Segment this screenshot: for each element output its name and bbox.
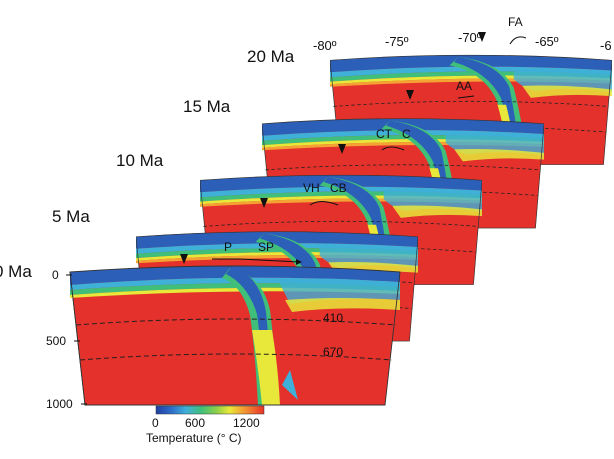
longitude-label: -70º — [458, 30, 482, 45]
discontinuity-label-670: 670 — [323, 345, 343, 359]
stage-label-10ma: 10 Ma — [116, 151, 164, 170]
trench-arrow-15ma — [406, 90, 414, 100]
longitude-label: -65º — [535, 34, 559, 49]
stage-label-5ma: 5 Ma — [52, 207, 90, 226]
trench-arrow-0ma — [180, 254, 188, 264]
boundary-label-aa: AA — [456, 79, 472, 93]
boundary-label-p: P — [224, 240, 232, 254]
boundary-label-cb: CB — [330, 181, 347, 195]
trench-arrow-20ma — [478, 32, 486, 42]
depth-tick-label: 1000 — [46, 397, 73, 411]
colorbar-title: Temperature (° C) — [146, 431, 242, 445]
boundary-label-ct: CT — [376, 127, 393, 141]
longitude-label: -75º — [385, 34, 409, 49]
trench-arrow-10ma — [338, 144, 346, 154]
colorbar-tick-label: 1200 — [233, 416, 260, 430]
trench-arrows — [180, 32, 486, 264]
discontinuity-label-410: 410 — [323, 311, 343, 325]
boundary-label-fa: FA — [508, 15, 523, 29]
stage-label-0ma: 0 Ma — [0, 262, 32, 281]
panel-0ma — [69, 265, 401, 406]
depth-axis: 0 500 1000 — [46, 268, 87, 411]
depth-tick-label: 0 — [52, 268, 59, 282]
longitude-label: -80º — [313, 38, 337, 53]
trench-arrow-5ma — [260, 198, 268, 208]
colorbar-tick-label: 0 — [152, 416, 159, 430]
longitude-label: -6 — [600, 38, 612, 53]
depth-tick-label: 500 — [46, 334, 66, 348]
colorbar-tick-label: 600 — [185, 416, 205, 430]
stage-label-15ma: 15 Ma — [183, 97, 231, 116]
boundary-label-sp: SP — [258, 240, 274, 254]
stage-label-20ma: 20 Ma — [247, 47, 295, 66]
boundary-label-vh: VH — [303, 181, 320, 195]
boundary-label-c: C — [402, 127, 411, 141]
temperature-colorbar: 0 600 1200 Temperature (° C) — [146, 405, 265, 445]
